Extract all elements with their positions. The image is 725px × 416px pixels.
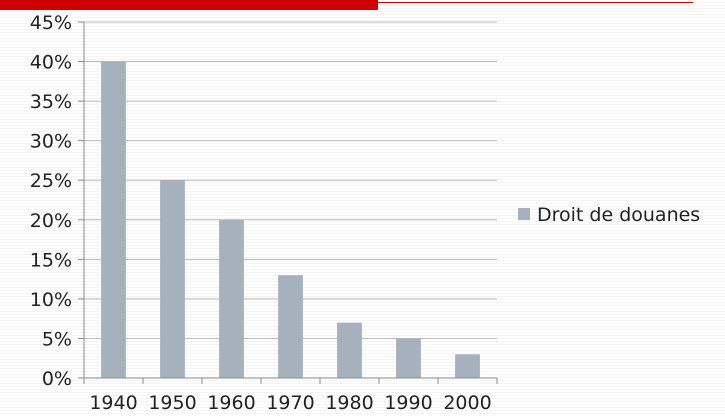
y-tick-label: 35% [30,91,72,113]
x-tick-label: 1960 [207,392,255,414]
bar-1950 [160,180,185,378]
bar-1940 [101,61,126,379]
x-tick-label: 1970 [266,392,314,414]
x-tick-label: 1950 [148,392,196,414]
bar-1990 [396,338,421,378]
y-tick-label: 15% [30,249,72,271]
x-tick-label: 1940 [89,392,137,414]
x-tick-label: 1990 [384,392,432,414]
y-tick-label: 10% [30,289,72,311]
y-tick-label: 30% [30,131,72,153]
y-tick-label: 5% [42,328,72,350]
y-tick-labels: 0% 5% 10% 15% 20% 25% 30% 35% 40% 45% [30,12,72,390]
title-accent-line [378,2,693,3]
legend-label: Droit de douanes [537,204,700,226]
bar-1980 [337,322,362,378]
y-tick-label: 0% [42,368,72,390]
x-tick-labels: 1940 1950 1960 1970 1980 1990 2000 [89,392,491,414]
legend-swatch [518,208,530,220]
title-accent-bar [0,0,378,10]
bar-1960 [219,219,244,378]
legend: Droit de douanes [518,204,700,226]
y-tick-label: 45% [30,12,72,34]
bar-2000 [455,354,480,378]
y-tick-label: 40% [30,52,72,74]
y-tick-label: 25% [30,170,72,192]
axes [83,22,498,384]
x-tick-label: 1980 [325,392,373,414]
bar-1970 [278,275,303,378]
x-tick-label: 2000 [443,392,491,414]
bars [101,61,480,379]
y-tick-label: 20% [30,210,72,232]
